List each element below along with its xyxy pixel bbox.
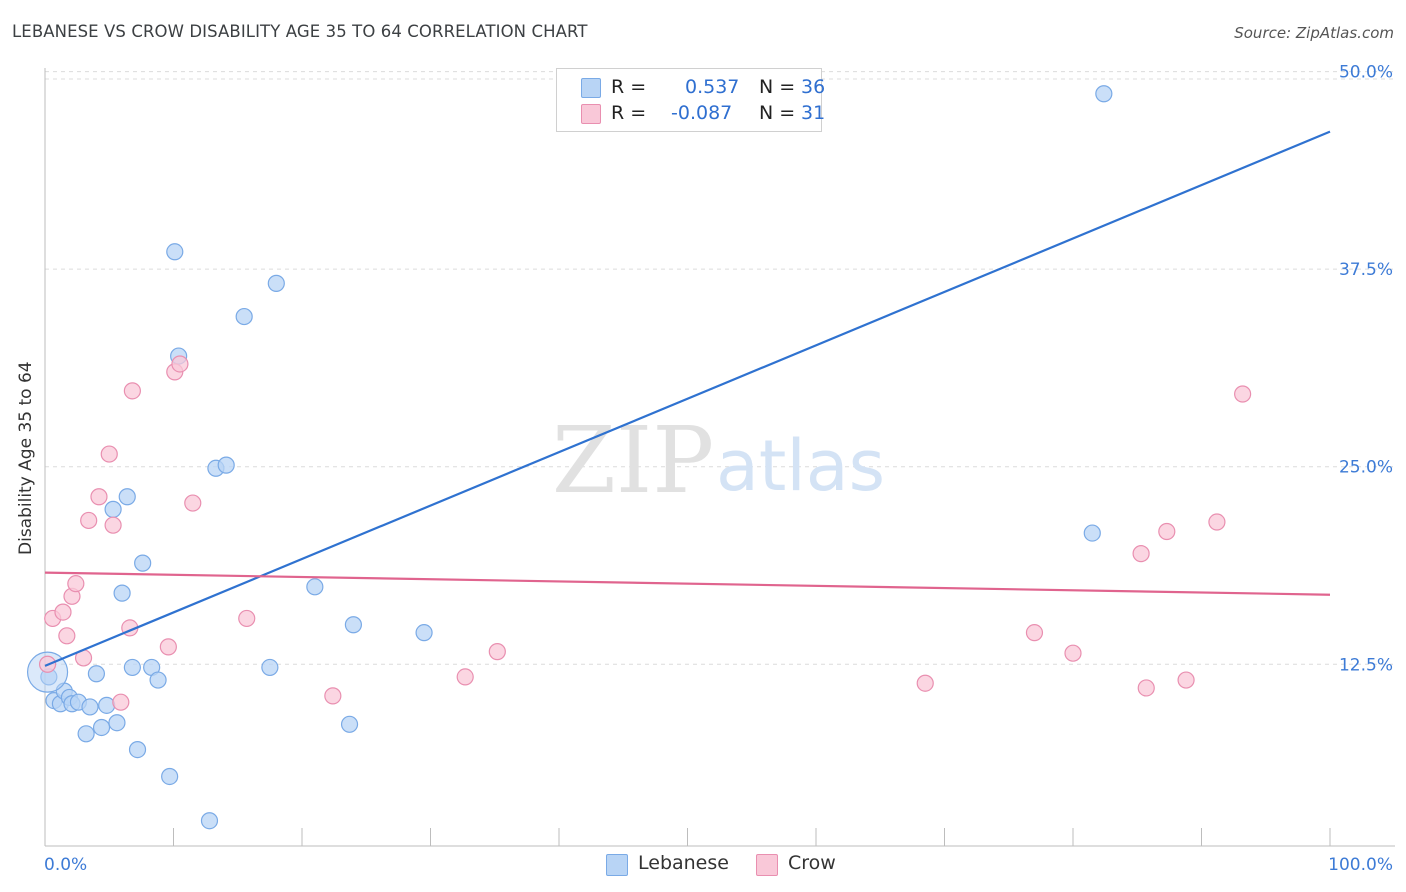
- data-point-lebanese: [98, 696, 116, 714]
- series-legend: Lebanese Crow: [0, 852, 1406, 878]
- data-point-lebanese: [267, 274, 285, 292]
- legend-swatch-lebanese: [606, 854, 628, 876]
- legend-swatch-crow: [756, 854, 778, 876]
- data-point-crow: [1177, 671, 1195, 689]
- axes: [44, 68, 1395, 847]
- watermark: ZIP atlas: [552, 407, 885, 514]
- data-point-lebanese: [134, 554, 152, 572]
- data-point-crow: [1158, 522, 1176, 541]
- chart-source: Source: ZipAtlas.com: [1234, 24, 1394, 42]
- data-point-crow: [159, 638, 177, 656]
- data-point-lebanese: [118, 488, 136, 506]
- data-point-crow: [1137, 679, 1155, 697]
- data-point-crow: [112, 693, 130, 711]
- data-point-lebanese: [87, 665, 106, 683]
- data-point-crow: [90, 488, 108, 506]
- data-point-lebanese: [217, 456, 235, 474]
- trend-line-crow: [44, 571, 1331, 596]
- data-point-lebanese: [261, 658, 279, 677]
- legend-r-value: 0.537: [685, 76, 740, 98]
- x-tick-label-max: 100.0%: [1328, 855, 1393, 875]
- data-point-crow: [80, 511, 98, 530]
- legend-label-lebanese: Lebanese: [638, 852, 729, 874]
- data-point-crow: [1208, 513, 1226, 531]
- data-point-crow: [54, 603, 72, 621]
- data-point-lebanese: [149, 671, 167, 689]
- legend-n-label: N =: [759, 76, 796, 98]
- legend-r-label: R =: [611, 76, 647, 98]
- data-point-crow: [1132, 545, 1150, 563]
- y-tick-label: 25.0%: [1339, 458, 1393, 478]
- legend-r-label: R =: [611, 102, 647, 124]
- legend-row-crow: R = -0.087 N = 31: [581, 102, 825, 126]
- data-point-crow: [171, 355, 189, 373]
- legend-swatch-lebanese: [581, 78, 601, 98]
- trend-lines: [44, 130, 1331, 667]
- data-point-crow: [184, 494, 202, 512]
- data-point-lebanese: [340, 715, 359, 733]
- stats-legend: R = 0.537 N = 36 R = -0.087 N = 31: [556, 68, 825, 132]
- watermark-zip: ZIP: [552, 407, 714, 514]
- data-point-lebanese: [104, 500, 122, 518]
- data-point-lebanese: [77, 725, 95, 743]
- data-point-lebanese: [128, 740, 147, 759]
- data-point-crow: [1025, 624, 1044, 642]
- data-point-lebanese: [113, 584, 131, 602]
- data-point-crow: [238, 609, 256, 628]
- legend-swatch-crow: [581, 104, 601, 124]
- legend-n-value: 31: [801, 102, 826, 124]
- legend-row-lebanese: R = 0.537 N = 36: [581, 76, 825, 100]
- y-tick-label: 12.5%: [1339, 655, 1393, 675]
- data-point-crow: [123, 382, 141, 400]
- data-point-lebanese: [415, 624, 433, 642]
- data-point-crow: [58, 627, 76, 645]
- chart-title: LEBANESE VS CROW DISABILITY AGE 35 TO 64…: [12, 22, 588, 41]
- data-point-crow: [488, 643, 506, 661]
- data-point-crow: [1064, 644, 1082, 662]
- legend-n-value: 36: [801, 76, 826, 98]
- trend-line-lebanese: [44, 130, 1331, 667]
- tick-labels: 12.5% 25.0% 37.5% 50.0% 0.0% 100.0%: [44, 63, 1393, 875]
- data-point-lebanese: [306, 578, 324, 596]
- legend-n-label: N =: [759, 102, 796, 124]
- series-crow-points: [38, 355, 1252, 711]
- data-point-crow: [100, 445, 118, 463]
- data-point-lebanese: [200, 812, 219, 830]
- y-tick-label: 50.0%: [1339, 63, 1393, 83]
- data-point-lebanese: [1095, 85, 1113, 103]
- data-point-crow: [456, 668, 474, 686]
- data-point-lebanese: [161, 767, 179, 786]
- data-point-crow: [916, 674, 934, 692]
- data-point-lebanese: [235, 307, 253, 326]
- data-point-crow: [324, 687, 342, 705]
- series-lebanese-points: [26, 85, 1113, 830]
- x-tick-label-min: 0.0%: [44, 855, 87, 875]
- data-point-lebanese: [123, 658, 141, 677]
- data-point-lebanese: [81, 698, 99, 716]
- watermark-atlas: atlas: [716, 425, 885, 507]
- data-point-crow: [67, 575, 85, 593]
- y-tick-label: 37.5%: [1339, 260, 1393, 280]
- y-axis-label: Disability Age 35 to 64: [16, 361, 36, 555]
- data-point-lebanese: [166, 243, 184, 261]
- data-point-crow: [1234, 385, 1252, 403]
- data-point-lebanese: [1083, 524, 1101, 542]
- legend-r-value: -0.087: [671, 102, 733, 124]
- legend-label-crow: Crow: [788, 852, 836, 874]
- data-point-lebanese: [344, 616, 362, 634]
- data-point-lebanese: [108, 714, 126, 732]
- data-point-crow: [104, 516, 122, 534]
- data-point-lebanese: [92, 718, 111, 737]
